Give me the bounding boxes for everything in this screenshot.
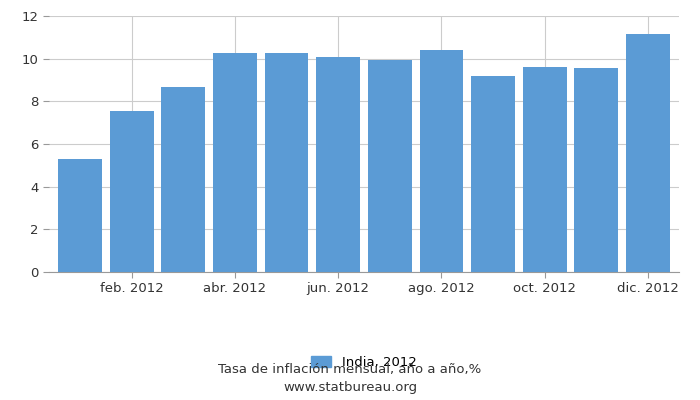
- Text: Tasa de inflación mensual, año a año,%: Tasa de inflación mensual, año a año,%: [218, 364, 482, 376]
- Bar: [471, 76, 515, 272]
- Bar: [626, 34, 670, 272]
- Bar: [368, 60, 412, 272]
- Bar: [523, 66, 567, 272]
- Bar: [110, 110, 153, 272]
- Bar: [575, 68, 618, 272]
- Text: www.statbureau.org: www.statbureau.org: [283, 382, 417, 394]
- Bar: [58, 159, 102, 272]
- Bar: [419, 50, 463, 272]
- Bar: [213, 53, 257, 272]
- Legend: India, 2012: India, 2012: [306, 350, 422, 374]
- Bar: [161, 88, 205, 272]
- Bar: [316, 57, 360, 272]
- Bar: [265, 53, 309, 272]
